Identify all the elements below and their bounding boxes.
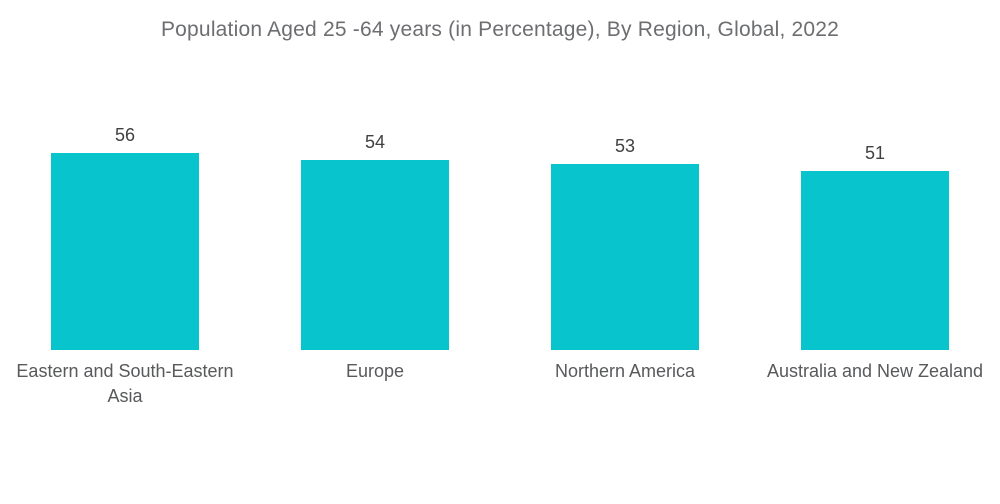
category-axis: Eastern and South-Eastern Asia Europe Nort… [0, 350, 1000, 409]
bar-group: 51 [750, 58, 1000, 350]
category-label: Australia and New Zealand [750, 350, 1000, 409]
bar-group: 53 [500, 58, 750, 350]
bar [801, 171, 949, 350]
bar-group: 56 [0, 58, 250, 350]
bar [551, 164, 699, 350]
category-label-text: Europe [345, 361, 405, 381]
bar [51, 153, 199, 350]
category-label-text: Eastern and South-Eastern Asia [16, 361, 234, 406]
bar-value-label: 53 [614, 136, 636, 156]
category-label: Europe [250, 350, 500, 409]
plot-area: 56 54 53 51 [0, 58, 1000, 350]
bar-group: 54 [250, 58, 500, 350]
bar-value-label: 54 [364, 132, 386, 152]
category-label-text: Australia and New Zealand [766, 361, 984, 381]
category-label-text: Northern America [554, 361, 696, 381]
chart-title: Population Aged 25 -64 years (in Percent… [160, 18, 840, 41]
bar [301, 160, 449, 350]
category-label: Eastern and South-Eastern Asia [0, 350, 250, 409]
category-label: Northern America [500, 350, 750, 409]
bar-value-label: 56 [114, 125, 136, 145]
bar-value-label: 51 [864, 143, 886, 163]
